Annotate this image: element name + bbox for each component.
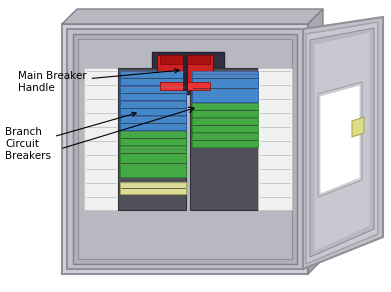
Polygon shape (73, 34, 297, 264)
Polygon shape (310, 28, 374, 257)
Bar (192, 118, 258, 132)
Polygon shape (157, 55, 183, 90)
Bar (120, 101, 186, 115)
Bar (183, 55, 187, 90)
Polygon shape (306, 22, 378, 264)
Bar (192, 71, 258, 85)
Bar (152, 52, 224, 94)
Bar (120, 116, 186, 130)
Polygon shape (352, 117, 364, 137)
Polygon shape (318, 82, 362, 197)
Polygon shape (308, 9, 323, 274)
Polygon shape (303, 17, 383, 269)
Bar (192, 103, 258, 117)
Bar (258, 68, 292, 210)
Bar (120, 71, 186, 85)
Bar (192, 133, 258, 147)
Bar (192, 74, 258, 102)
Polygon shape (78, 39, 292, 259)
Polygon shape (187, 82, 210, 90)
Bar (84, 68, 118, 210)
Polygon shape (67, 29, 303, 269)
Bar (120, 86, 186, 100)
Text: Branch
Circuit
Breakers: Branch Circuit Breakers (5, 112, 136, 161)
Polygon shape (187, 55, 213, 90)
Polygon shape (160, 55, 183, 64)
Bar (120, 182, 186, 194)
Bar (190, 68, 258, 210)
Bar (120, 146, 186, 160)
Polygon shape (62, 9, 323, 24)
Bar (120, 131, 186, 145)
Polygon shape (314, 32, 370, 252)
Polygon shape (62, 24, 308, 274)
Polygon shape (160, 82, 183, 90)
Text: Main Breaker
Handle: Main Breaker Handle (18, 69, 179, 93)
Polygon shape (187, 55, 210, 64)
Bar (118, 68, 186, 210)
Polygon shape (320, 85, 360, 194)
Bar (120, 149, 186, 177)
